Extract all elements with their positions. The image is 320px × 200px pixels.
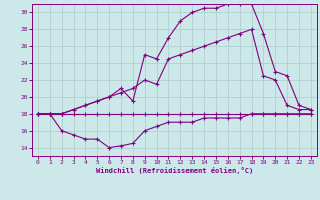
X-axis label: Windchill (Refroidissement éolien,°C): Windchill (Refroidissement éolien,°C) xyxy=(96,167,253,174)
